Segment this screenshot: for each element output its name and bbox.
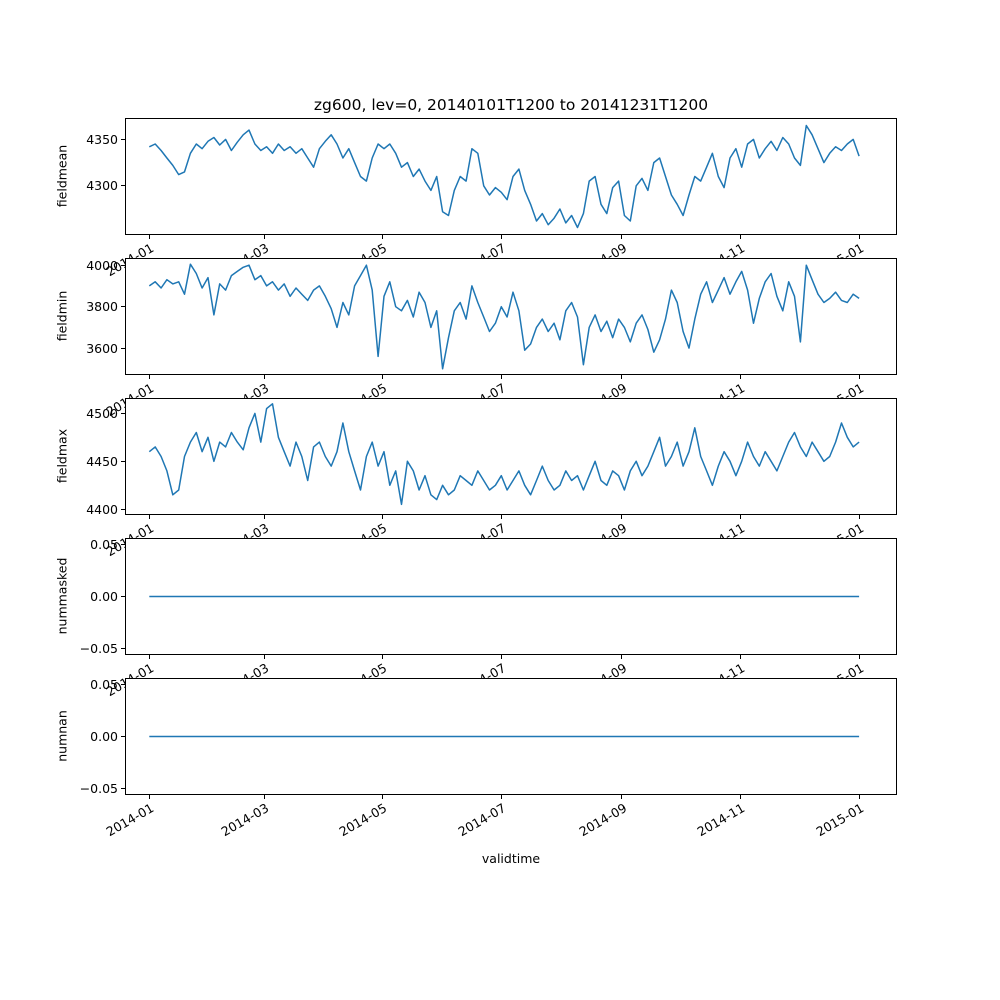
y-tick [121,596,125,597]
x-tick [382,655,384,659]
x-tick [148,655,150,659]
subplot-nummasked: nummasked −0.050.000.052014-012014-03201… [0,536,1000,699]
series-plot-fieldmean [148,124,860,229]
x-tick [739,515,741,519]
x-tick [858,515,860,519]
y-tick-label: 3800 [86,299,118,315]
x-tick [739,655,741,659]
series-plot-fieldmin [148,263,860,370]
x-tick [148,375,150,379]
y-axis-label-fieldmin: fieldmin [54,290,70,342]
x-tick [739,375,741,379]
y-tick-label: 0.05 [90,676,118,692]
series-line-fieldmean [148,124,860,229]
subplot-fieldmin: fieldmin 3600380040002014-012014-032014-… [0,257,1000,419]
x-tick-label: 2014-09 [576,800,629,840]
x-tick [858,375,860,379]
y-tick-label: 4500 [86,405,118,421]
y-tick [121,683,125,685]
x-tick [148,235,150,239]
y-tick-label: 4300 [86,178,118,194]
subplot-fieldmean: fieldmean 430043502014-012014-032014-052… [0,118,1000,279]
plot-area-fieldmin [125,258,897,375]
y-axis-label-fieldmean: fieldmean [54,144,70,208]
x-tick [858,235,860,239]
x-tick [858,795,860,799]
x-tick [382,795,384,799]
x-tick [263,375,265,379]
x-tick-label: 2014-03 [218,800,272,840]
series-plot-fieldmax [148,403,860,506]
x-tick [148,515,150,519]
y-tick [121,185,125,187]
y-tick-label: 0.00 [90,729,118,744]
y-tick [121,543,125,545]
y-tick [121,412,125,414]
plot-area-nummasked [125,538,897,655]
x-tick [382,515,384,519]
x-tick [739,235,741,239]
y-tick-label: 0.05 [90,536,118,552]
y-tick [121,648,125,650]
plot-area-fieldmean [125,118,897,235]
y-tick [121,138,125,140]
x-tick [500,655,502,659]
y-tick-label: −0.05 [79,641,118,657]
y-tick-label: 0.00 [90,589,118,604]
y-tick [121,347,125,349]
x-tick [621,795,623,799]
y-tick [121,736,125,737]
y-tick [121,264,125,266]
x-tick [621,375,623,379]
x-tick [382,375,384,379]
y-tick-label: 4350 [86,131,118,147]
x-tick [621,515,623,519]
series-line-fieldmax [148,403,860,506]
series-plot-nummasked [149,595,860,598]
x-axis-title: validtime [481,851,541,866]
x-tick [500,235,502,239]
x-tick [500,515,502,519]
x-tick [263,655,265,659]
x-tick-label: 2014-07 [455,800,509,840]
y-tick [121,306,125,308]
x-tick-label: 2014-01 [103,800,157,840]
x-tick [500,375,502,379]
y-tick-label: 3600 [86,340,118,356]
x-tick [621,235,623,239]
figure-title: zg600, lev=0, 20140101T1200 to 20141231T… [313,96,709,114]
subplot-fieldmax: fieldmax 4400445045002014-012014-032014-… [0,398,1000,559]
y-tick [121,508,125,510]
series-line-fieldmin [148,263,860,370]
y-tick [121,788,125,790]
x-tick [263,515,265,519]
x-tick-label: 2014-11 [694,800,748,840]
x-tick [858,655,860,659]
series-plot-numnan [149,735,860,738]
subplot-numnan: numnan −0.05 0.00 0.05 2014-01 2014-03 2014-0… [0,676,1000,839]
y-tick-label: 4000 [86,257,118,273]
y-tick-label: 4400 [86,501,118,517]
x-tick [263,235,265,239]
x-tick [739,795,741,799]
x-tick [621,655,623,659]
y-tick [121,460,125,462]
plot-area-fieldmax [125,398,897,515]
x-tick [148,795,150,799]
x-tick [500,795,502,799]
x-tick-label: 2015-01 [813,800,867,840]
plot-area-numnan [125,678,897,795]
x-tick [263,795,265,799]
y-tick-label: −0.05 [79,781,118,797]
x-tick-label: 2014-05 [336,800,390,840]
x-tick [382,235,384,239]
y-tick-label: 4450 [86,453,118,469]
